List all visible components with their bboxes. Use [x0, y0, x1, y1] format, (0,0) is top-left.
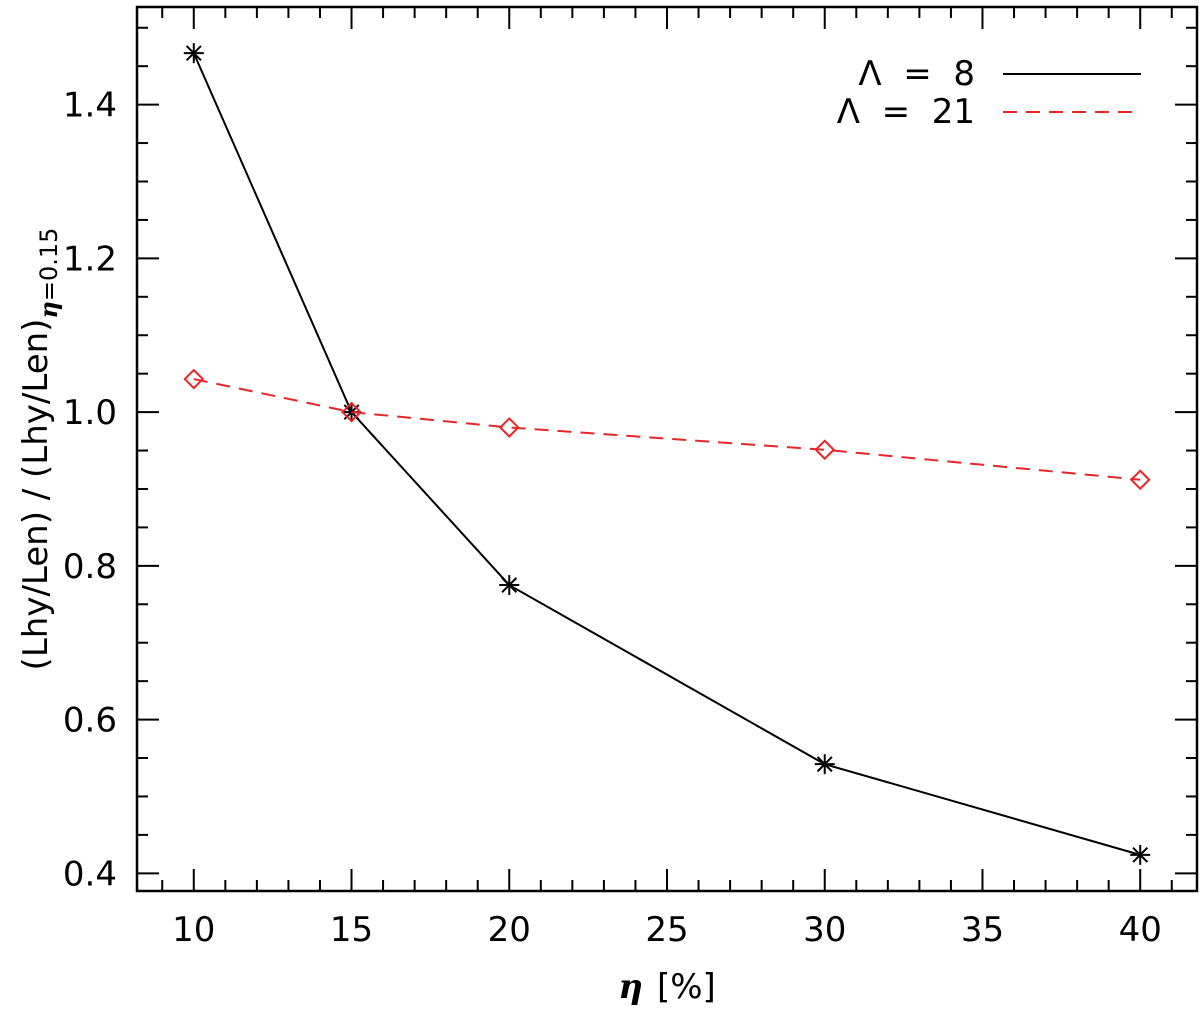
y-tick-label: 0.8	[63, 547, 117, 587]
series-line	[192, 52, 1141, 856]
y-axis-label-sub-text: =0.15	[35, 228, 63, 302]
minor-ticks	[137, 7, 1197, 891]
asterisk-marker	[814, 754, 835, 775]
y-axis-label-main: (Lhy/Len) / (Lhy/Len)	[16, 319, 56, 671]
x-tick-labels: 10 15 20 25 30 35 40	[172, 910, 1162, 950]
diamond-marker	[1129, 469, 1151, 491]
series-line	[193, 378, 1141, 481]
series-0	[183, 43, 1151, 865]
legend: Λ = 8Λ = 21	[837, 54, 1141, 132]
plot-frame	[135, 5, 1199, 893]
y-tick-labels: 0.4 0.6 0.8 1.0 1.2 1.4	[63, 86, 117, 895]
legend-label: Λ = 21	[837, 92, 975, 132]
x-tick-label: 40	[1119, 910, 1162, 950]
major-ticks	[137, 7, 1197, 891]
x-tick-label: 20	[488, 910, 531, 950]
diamond-marker	[498, 417, 520, 438]
asterisk-marker	[499, 575, 520, 596]
x-tick-label: 15	[330, 910, 373, 950]
y-tick-label: 1.4	[63, 86, 117, 126]
y-axis-label-sub-symbol: η	[34, 301, 63, 318]
legend-label: Λ = 8	[858, 54, 975, 94]
x-tick-label: 25	[645, 910, 688, 950]
x-axis-label-unit: [%]	[657, 967, 716, 1007]
y-axis-label: (Lhy/Len) / (Lhy/Len)η=0.15	[16, 228, 63, 671]
diamond-marker	[341, 401, 362, 423]
y-tick-label: 0.6	[63, 701, 117, 741]
series-layer	[183, 43, 1151, 865]
series-1	[183, 368, 1151, 491]
asterisk-marker	[183, 43, 204, 64]
diamond-marker	[183, 368, 205, 390]
asterisk-marker	[1130, 844, 1151, 865]
x-axis-label: η [%]	[618, 967, 716, 1007]
x-tick-label: 35	[961, 910, 1004, 950]
y-tick-label: 1.2	[63, 239, 117, 279]
y-tick-label: 1.0	[63, 393, 117, 433]
x-axis-label-symbol: η	[618, 967, 643, 1007]
y-tick-label: 0.4	[63, 854, 117, 894]
x-tick-label: 30	[803, 910, 846, 950]
diamond-marker	[814, 439, 836, 461]
x-tick-label: 10	[172, 910, 215, 950]
